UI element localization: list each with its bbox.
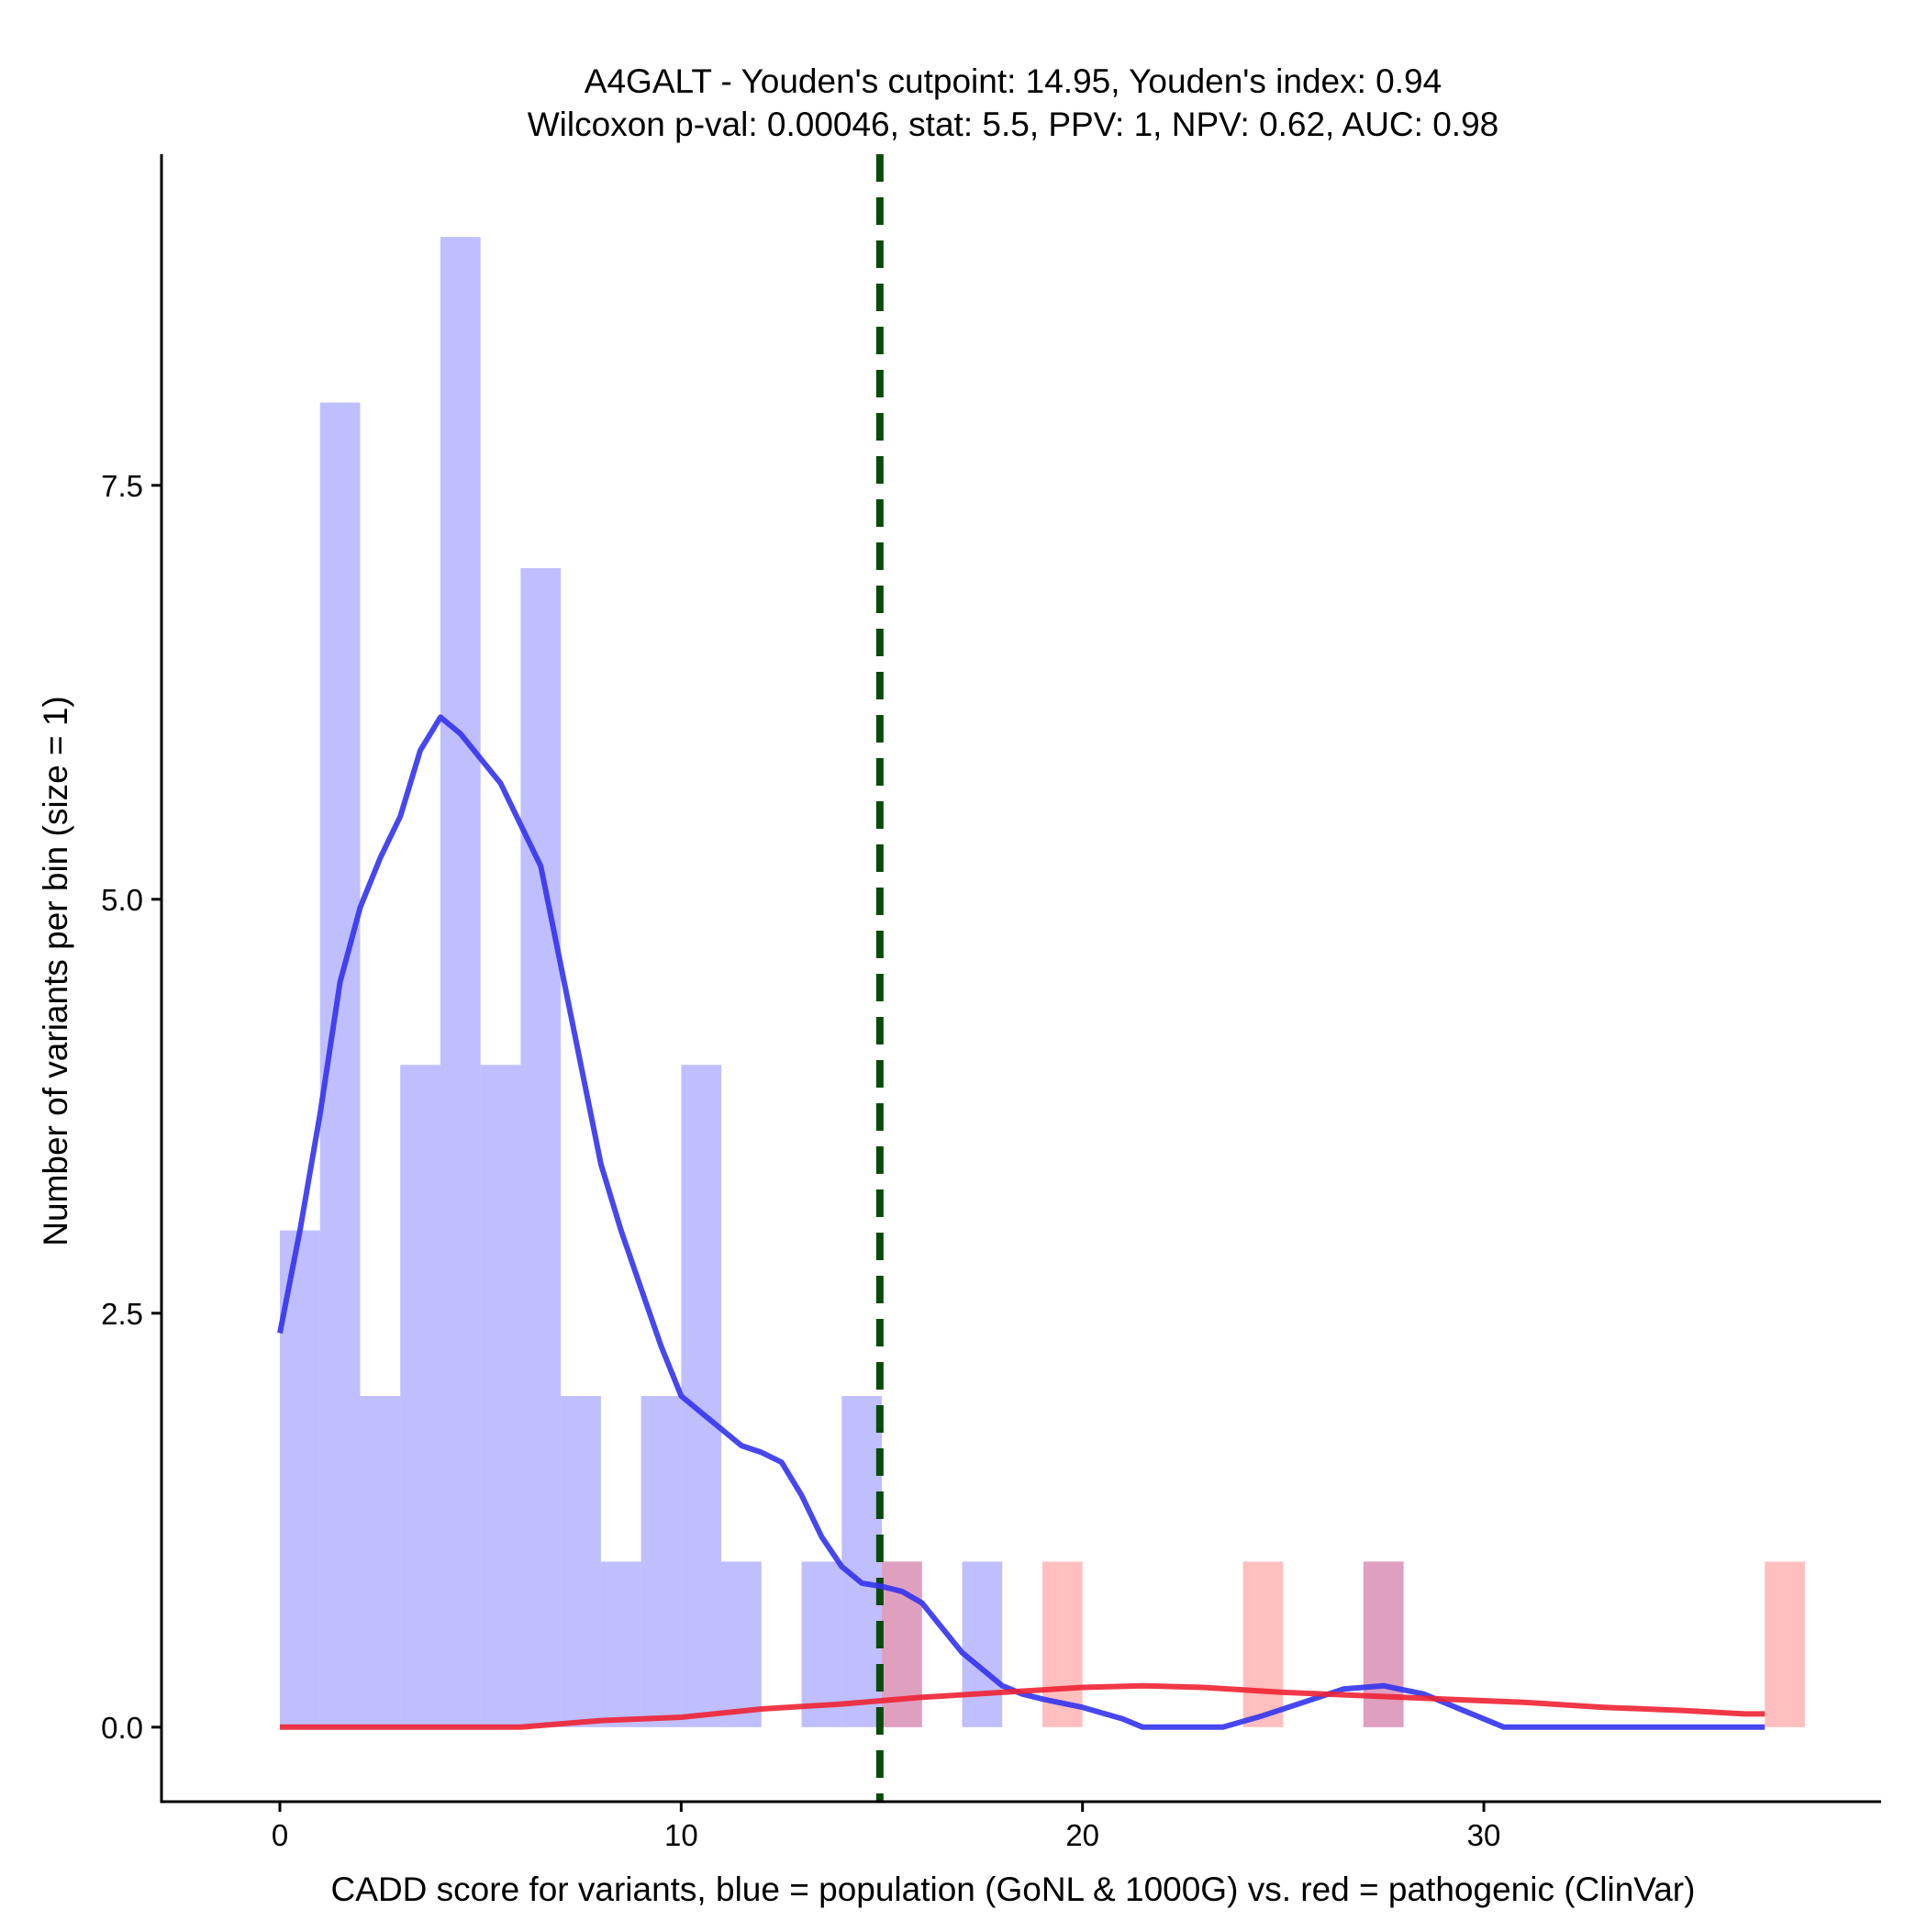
- population-bar-17: [962, 1561, 1003, 1727]
- population-bar-13: [801, 1561, 842, 1727]
- y-tick-label-2.5: 2.5: [101, 1297, 143, 1331]
- population-bar-10: [681, 1065, 722, 1727]
- population-bar-5: [480, 1065, 521, 1727]
- pathogenic-bar-37: [1765, 1561, 1805, 1727]
- population-bar-9: [640, 1396, 682, 1727]
- pathogenic-density-line: [280, 1682, 1765, 1730]
- population-bar-6: [520, 568, 562, 1727]
- x-tick-label-10: 10: [664, 1818, 698, 1852]
- x-tick-label-20: 20: [1065, 1818, 1099, 1852]
- chart-title-line-1: A4GALT - Youden's cutpoint: 14.95, Youde…: [585, 62, 1442, 100]
- y-axis-label: Number of variants per bin (size = 1): [37, 696, 74, 1245]
- population-bar-14: [841, 1396, 883, 1727]
- x-tick-label-30: 30: [1467, 1818, 1501, 1852]
- population-bar-11: [721, 1561, 762, 1727]
- population-bar-2: [360, 1396, 401, 1727]
- chart-title-line-2: Wilcoxon p-val: 0.00046, stat: 5.5, PPV:…: [528, 106, 1498, 143]
- axes: 0 10 20 30 0.0 2.5 5.0 7.5: [101, 154, 1881, 1852]
- population-bar-4: [440, 237, 481, 1727]
- population-bar-3: [400, 1065, 440, 1727]
- pathogenic-bar-24: [1242, 1561, 1284, 1727]
- population-bar-0: [280, 1230, 320, 1727]
- population-bar-8: [600, 1561, 641, 1727]
- x-axis-label: CADD score for variants, blue = populati…: [331, 1871, 1696, 1908]
- population-density-line: [277, 714, 1765, 1730]
- density-curves: [277, 714, 1765, 1730]
- y-tick-label-5: 5.0: [101, 883, 143, 917]
- y-tick-label-7.5: 7.5: [101, 469, 143, 503]
- x-tick-label-0: 0: [272, 1818, 288, 1852]
- y-tick-label-0: 0.0: [101, 1711, 143, 1745]
- histogram-bars: [280, 237, 1805, 1727]
- population-bar-7: [561, 1396, 601, 1727]
- pathogenic-bar-27: [1363, 1561, 1404, 1727]
